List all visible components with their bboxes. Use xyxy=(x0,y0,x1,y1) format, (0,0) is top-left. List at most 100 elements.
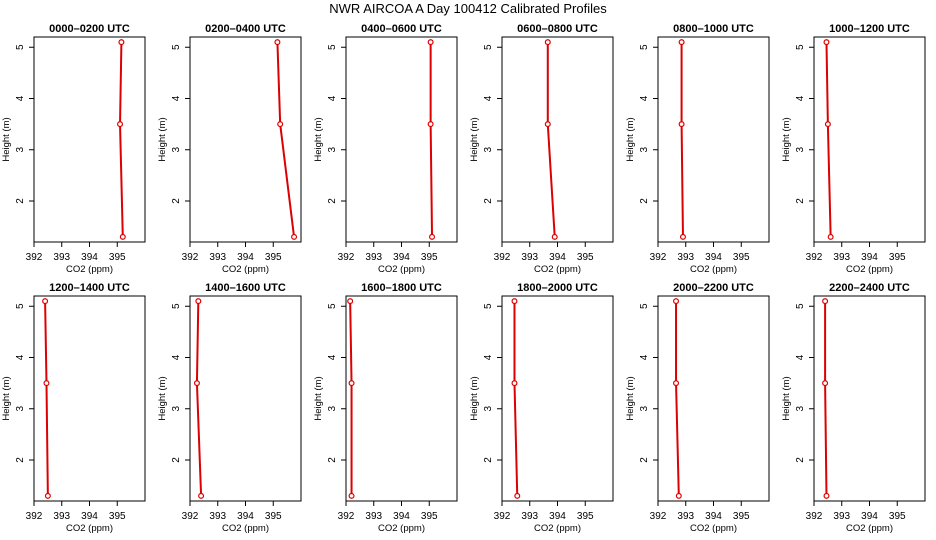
x-tick-label: 394 xyxy=(705,252,722,263)
x-axis-label: CO2 (ppm) xyxy=(846,523,893,534)
plot-frame xyxy=(657,295,770,502)
y-tick-label: 3 xyxy=(483,147,494,153)
x-tick-label: 393 xyxy=(833,252,850,263)
x-tick-label: 392 xyxy=(338,252,355,263)
data-point xyxy=(277,121,284,128)
data-point xyxy=(291,233,298,240)
y-tick-label: 3 xyxy=(171,406,182,412)
plot-frame xyxy=(189,36,302,243)
data-point xyxy=(823,492,830,499)
x-tick-label: 392 xyxy=(26,252,43,263)
x-tick-label: 392 xyxy=(182,252,199,263)
x-axis-label: CO2 (ppm) xyxy=(222,264,269,275)
y-tick-label: 3 xyxy=(171,147,182,153)
y-tick-label: 4 xyxy=(639,95,650,101)
x-tick-label: 395 xyxy=(109,252,126,263)
data-point xyxy=(678,39,685,46)
y-axis-label: Height (m) xyxy=(781,376,792,420)
x-tick-label: 394 xyxy=(861,252,878,263)
y-tick-label: 3 xyxy=(795,147,806,153)
x-tick-label: 393 xyxy=(53,511,70,522)
profile-line xyxy=(195,301,203,496)
data-point xyxy=(822,298,829,305)
y-axis-label: Height (m) xyxy=(157,376,168,420)
y-tick-label: 3 xyxy=(15,406,26,412)
figure-title: NWR AIRCOA A Day 100412 Calibrated Profi… xyxy=(329,1,607,16)
data-point xyxy=(118,39,125,46)
y-axis-label: Height (m) xyxy=(313,376,324,420)
data-point xyxy=(824,121,831,128)
x-tick-label: 395 xyxy=(265,511,282,522)
y-tick-label: 2 xyxy=(327,457,338,463)
y-tick-label: 4 xyxy=(795,354,806,360)
x-tick-label: 395 xyxy=(577,511,594,522)
y-tick-label: 2 xyxy=(795,198,806,204)
data-point xyxy=(43,380,50,387)
y-tick-label: 4 xyxy=(15,354,26,360)
y-tick-label: 4 xyxy=(483,95,494,101)
y-tick-label: 5 xyxy=(327,303,338,309)
data-point xyxy=(44,492,51,499)
x-tick-label: 395 xyxy=(109,511,126,522)
profile-line xyxy=(546,42,556,237)
y-tick-label: 3 xyxy=(639,147,650,153)
plot-frame xyxy=(501,36,614,243)
y-tick-label: 2 xyxy=(171,457,182,463)
y-tick-label: 4 xyxy=(483,354,494,360)
y-tick-label: 4 xyxy=(795,95,806,101)
y-tick-label: 5 xyxy=(327,44,338,50)
data-point xyxy=(673,298,680,305)
profile-line xyxy=(349,301,353,496)
y-tick-label: 2 xyxy=(795,457,806,463)
x-axis-label: CO2 (ppm) xyxy=(846,264,893,275)
panel-title: 2000–2200 UTC xyxy=(673,282,754,294)
profile-line xyxy=(429,42,434,237)
panel-title: 0800–1000 UTC xyxy=(673,23,754,35)
x-tick-label: 393 xyxy=(53,252,70,263)
panel-title: 2200–2400 UTC xyxy=(829,282,910,294)
data-point xyxy=(511,380,518,387)
x-tick-label: 393 xyxy=(365,511,382,522)
panel-title: 1400–1600 UTC xyxy=(205,282,286,294)
x-tick-label: 394 xyxy=(861,511,878,522)
data-point xyxy=(827,233,834,240)
y-axis-label: Height (m) xyxy=(625,117,636,161)
x-tick-label: 394 xyxy=(549,511,566,522)
plot-frame xyxy=(813,295,926,502)
x-tick-label: 395 xyxy=(265,252,282,263)
x-tick-label: 395 xyxy=(733,252,750,263)
data-point xyxy=(822,380,829,387)
x-tick-label: 392 xyxy=(26,511,43,522)
x-tick-label: 395 xyxy=(421,511,438,522)
y-axis-label: Height (m) xyxy=(157,117,168,161)
x-tick-label: 393 xyxy=(209,511,226,522)
y-axis-label: Height (m) xyxy=(781,117,792,161)
x-tick-label: 393 xyxy=(677,511,694,522)
y-tick-label: 3 xyxy=(483,406,494,412)
x-tick-label: 392 xyxy=(182,511,199,522)
data-point xyxy=(348,380,355,387)
data-point xyxy=(429,233,436,240)
x-tick-label: 393 xyxy=(677,252,694,263)
data-point xyxy=(119,233,126,240)
y-axis-label: Height (m) xyxy=(1,117,12,161)
panel-title: 1800–2000 UTC xyxy=(517,282,598,294)
data-point xyxy=(823,39,830,46)
plot-frame xyxy=(345,295,458,502)
data-point xyxy=(427,121,434,128)
y-axis-label: Height (m) xyxy=(625,376,636,420)
x-tick-label: 393 xyxy=(521,252,538,263)
data-point xyxy=(551,233,558,240)
y-tick-label: 3 xyxy=(639,406,650,412)
x-axis-label: CO2 (ppm) xyxy=(690,523,737,534)
y-tick-label: 2 xyxy=(15,457,26,463)
y-tick-label: 5 xyxy=(483,303,494,309)
profile-line xyxy=(276,42,296,237)
x-tick-label: 393 xyxy=(521,511,538,522)
